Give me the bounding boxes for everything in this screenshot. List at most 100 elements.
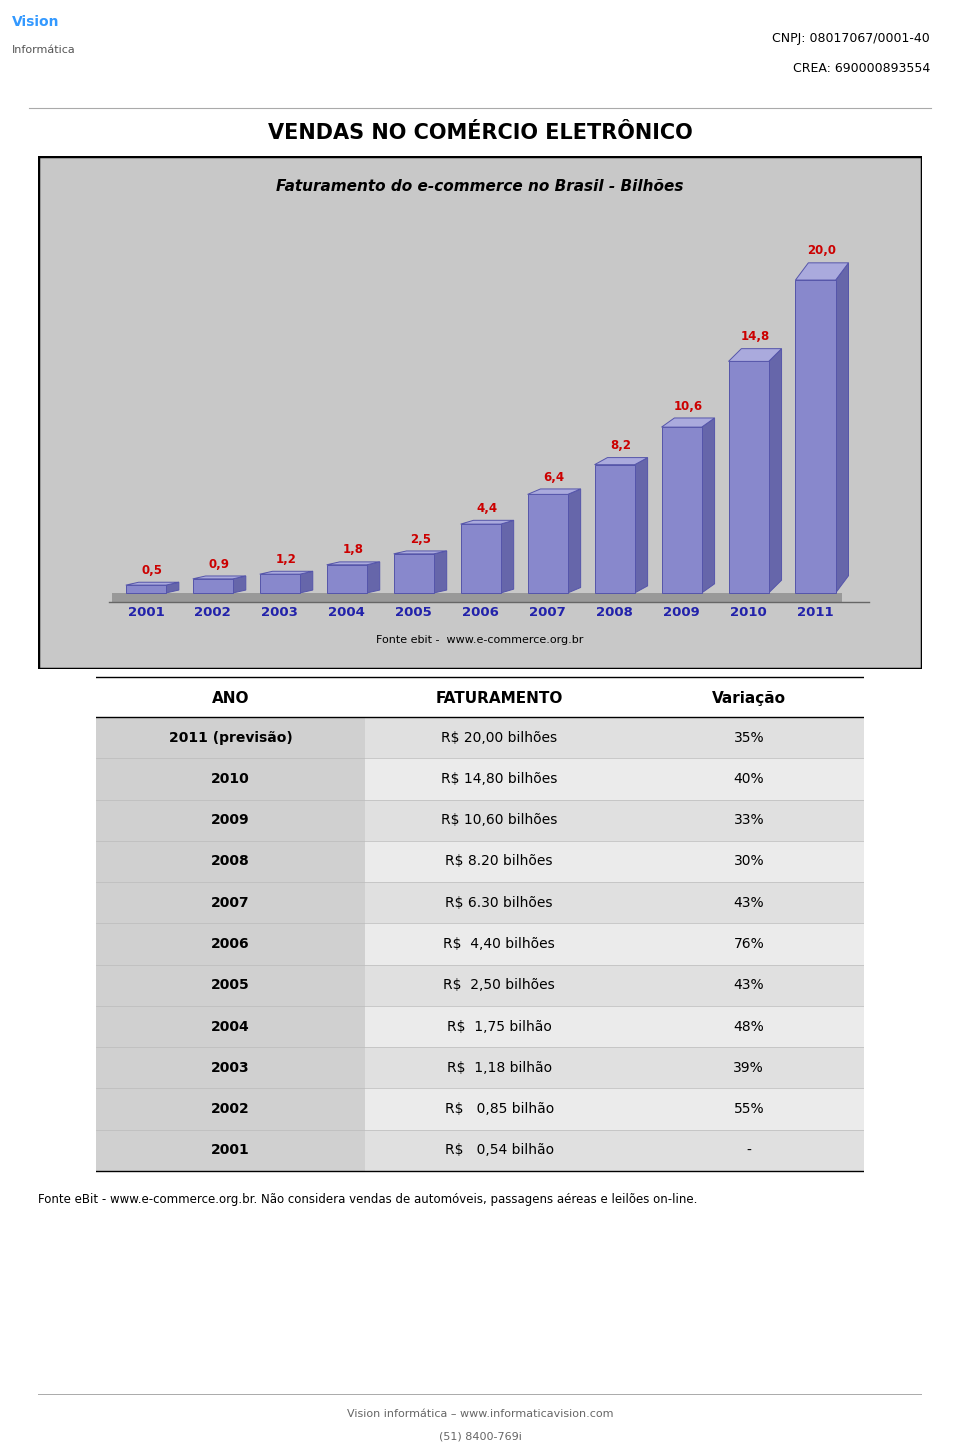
Polygon shape (528, 489, 581, 495)
Text: 2002: 2002 (211, 1103, 250, 1116)
Text: Vision informática – www.informaticavision.com: Vision informática – www.informaticavisi… (347, 1409, 613, 1420)
Bar (96, 718, 864, 758)
Bar (96, 1048, 365, 1088)
Text: 2009: 2009 (211, 813, 250, 828)
Text: 2001: 2001 (211, 1143, 250, 1158)
Bar (260, 574, 300, 593)
Bar (96, 1048, 864, 1088)
Bar (461, 524, 501, 593)
Text: R$  1,75 bilhão: R$ 1,75 bilhão (446, 1020, 552, 1033)
Text: 48%: 48% (733, 1020, 764, 1033)
Bar (112, 593, 842, 602)
Text: 14,8: 14,8 (740, 330, 770, 343)
Text: R$  4,40 bilhões: R$ 4,40 bilhões (444, 938, 555, 951)
Polygon shape (702, 418, 714, 593)
Text: 30%: 30% (733, 855, 764, 868)
Polygon shape (166, 582, 179, 593)
Text: 39%: 39% (733, 1061, 764, 1075)
Text: Fonte eBit - www.e-commerce.org.br. Não considera vendas de automóveis, passagen: Fonte eBit - www.e-commerce.org.br. Não … (38, 1194, 698, 1207)
Text: Faturamento do e-commerce no Brasil - Bilhões: Faturamento do e-commerce no Brasil - Bi… (276, 179, 684, 194)
Polygon shape (126, 582, 179, 585)
Text: 43%: 43% (733, 978, 764, 993)
Bar (96, 1006, 864, 1048)
Polygon shape (193, 576, 246, 579)
Bar (394, 554, 434, 593)
Bar (96, 1088, 365, 1130)
Text: 2010: 2010 (211, 771, 250, 786)
Bar (729, 362, 769, 593)
Text: 2004: 2004 (211, 1020, 250, 1033)
Bar (96, 883, 365, 923)
Text: Informática: Informática (12, 45, 76, 55)
Text: 0,5: 0,5 (142, 564, 163, 577)
Text: VENDAS NO COMÉRCIO ELETRÔNICO: VENDAS NO COMÉRCIO ELETRÔNICO (268, 123, 692, 143)
Polygon shape (367, 561, 380, 593)
Text: 2,5: 2,5 (410, 532, 431, 546)
Polygon shape (796, 263, 849, 281)
Polygon shape (567, 489, 581, 593)
Bar (96, 841, 864, 883)
Text: 10,6: 10,6 (674, 399, 703, 412)
Text: R$ 20,00 bilhões: R$ 20,00 bilhões (442, 731, 557, 745)
Text: -: - (746, 1143, 752, 1158)
Text: 40%: 40% (733, 771, 764, 786)
Text: CREA: 690000893554: CREA: 690000893554 (793, 62, 930, 75)
Bar (96, 841, 365, 883)
Text: 2011 (previsão): 2011 (previsão) (169, 731, 292, 745)
Text: R$ 10,60 bilhões: R$ 10,60 bilhões (441, 813, 558, 828)
Text: R$ 8.20 bilhões: R$ 8.20 bilhões (445, 855, 553, 868)
Text: Vision: Vision (12, 14, 60, 29)
Bar (96, 1006, 365, 1048)
Bar (96, 758, 864, 800)
Bar (96, 965, 365, 1006)
Polygon shape (326, 561, 380, 564)
Polygon shape (835, 263, 849, 593)
Text: (51) 8400-769i: (51) 8400-769i (439, 1431, 521, 1441)
Bar (594, 464, 635, 593)
Polygon shape (501, 521, 514, 593)
Text: Fonte ebit -  www.e-commerce.org.br: Fonte ebit - www.e-commerce.org.br (376, 635, 584, 645)
Text: FATURAMENTO: FATURAMENTO (436, 692, 563, 706)
Polygon shape (233, 576, 246, 593)
Text: CNPJ: 08017067/0001-40: CNPJ: 08017067/0001-40 (772, 32, 930, 45)
Text: 6,4: 6,4 (543, 470, 564, 483)
Bar (193, 579, 233, 593)
Polygon shape (635, 457, 648, 593)
Bar (96, 965, 864, 1006)
Text: ANO: ANO (211, 692, 250, 706)
Text: 55%: 55% (733, 1103, 764, 1116)
Text: 35%: 35% (733, 731, 764, 745)
Polygon shape (300, 572, 313, 593)
Polygon shape (434, 551, 446, 593)
Text: 2006: 2006 (211, 938, 250, 951)
Text: 2007: 2007 (211, 896, 250, 910)
Polygon shape (769, 349, 781, 593)
Text: 4,4: 4,4 (476, 502, 497, 515)
Text: 2008: 2008 (211, 855, 250, 868)
Text: R$  2,50 bilhões: R$ 2,50 bilhões (444, 978, 555, 993)
Bar (326, 564, 367, 593)
Polygon shape (661, 418, 714, 427)
Bar (96, 1130, 365, 1171)
Polygon shape (729, 349, 781, 362)
Bar (528, 495, 567, 593)
Bar (96, 800, 864, 841)
Text: Variação: Variação (711, 692, 786, 706)
Polygon shape (594, 457, 648, 464)
Bar (96, 1130, 864, 1171)
Bar (96, 923, 365, 965)
Text: 33%: 33% (733, 813, 764, 828)
Text: 76%: 76% (733, 938, 764, 951)
Text: 20,0: 20,0 (807, 245, 836, 258)
Bar (96, 1088, 864, 1130)
Text: 43%: 43% (733, 896, 764, 910)
Text: R$   0,54 bilhão: R$ 0,54 bilhão (444, 1143, 554, 1158)
Bar (661, 427, 702, 593)
Text: 8,2: 8,2 (611, 440, 632, 453)
Bar (126, 585, 166, 593)
Bar (96, 718, 365, 758)
Text: 2005: 2005 (211, 978, 250, 993)
Bar (96, 758, 365, 800)
Polygon shape (461, 521, 514, 524)
Text: R$ 14,80 bilhões: R$ 14,80 bilhões (441, 771, 558, 786)
